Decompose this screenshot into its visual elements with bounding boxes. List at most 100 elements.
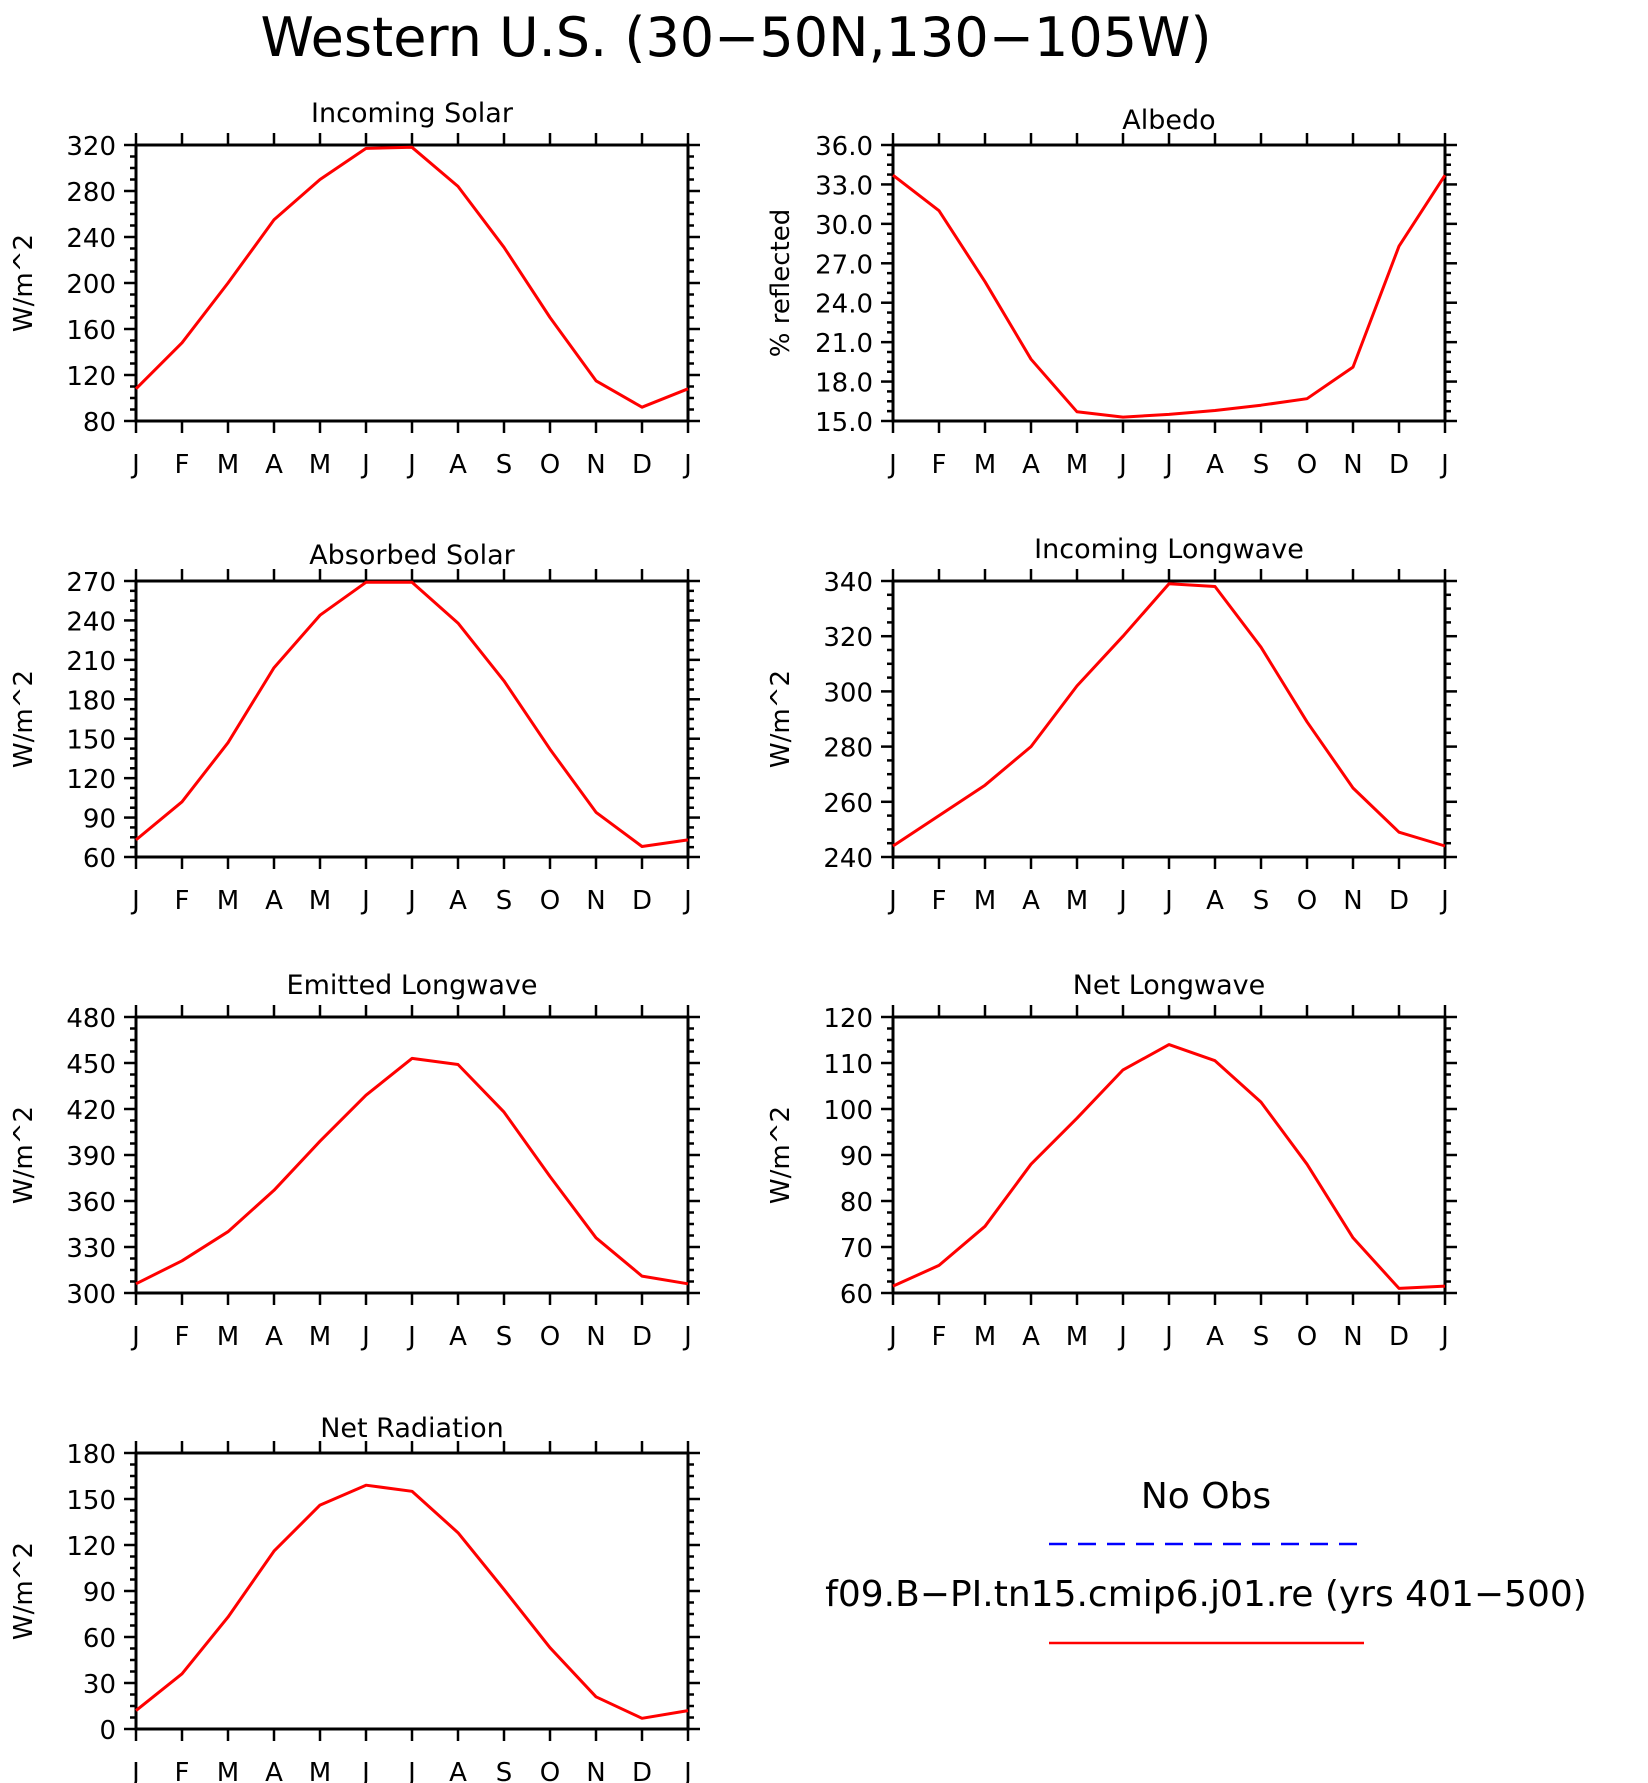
x-tick-label: J (887, 886, 897, 916)
x-tick-label: M (974, 1322, 996, 1352)
plot-frame (134, 143, 690, 423)
y-tick-label: 260 (823, 789, 873, 819)
x-tick-label: A (449, 1322, 467, 1352)
y-tick-label: 70 (840, 1234, 873, 1264)
x-tick-label: J (360, 450, 370, 480)
y-tick-label: 300 (823, 678, 873, 708)
y-tick-label: 280 (66, 178, 116, 208)
x-tick-label: J (682, 886, 692, 916)
x-tick-label: S (496, 1322, 513, 1352)
y-tick-label: 60 (83, 844, 116, 874)
x-tick-label: A (265, 886, 283, 916)
y-tick-label: 60 (840, 1280, 873, 1310)
x-tick-label: A (1022, 450, 1040, 480)
x-tick-label: J (360, 1322, 370, 1352)
x-tick-label: M (217, 886, 239, 916)
x-tick-label: J (1163, 450, 1173, 480)
y-tick-label: 120 (823, 1004, 873, 1034)
y-axis-label: W/m^2 (766, 670, 796, 768)
plot-frame (134, 1451, 690, 1731)
panel-title: Net Longwave (1073, 970, 1266, 1001)
x-tick-label: S (496, 450, 513, 480)
x-tick-label: J (130, 1322, 140, 1352)
legend: No Obs f09.B−PI.tn15.cmip6.j01.re (yrs 4… (825, 1476, 1587, 1645)
x-tick-label: O (1297, 450, 1317, 480)
x-tick-label: O (540, 1322, 560, 1352)
y-tick-label: 36.0 (815, 132, 873, 162)
y-tick-label: 150 (66, 1486, 116, 1516)
y-tick-label: 280 (823, 734, 873, 764)
x-tick-label: M (974, 450, 996, 480)
x-tick-label: M (1066, 886, 1088, 916)
x-tick-label: A (449, 886, 467, 916)
x-tick-label: D (1389, 450, 1409, 480)
x-tick-label: N (586, 450, 605, 480)
x-tick-label: F (175, 450, 190, 480)
x-tick-label: M (1066, 1322, 1088, 1352)
x-tick-label: J (360, 886, 370, 916)
x-tick-label: O (540, 1758, 560, 1783)
legend-obs-label: No Obs (1141, 1476, 1271, 1517)
series-line (134, 145, 689, 409)
x-tick-label: J (1117, 450, 1127, 480)
y-tick-label: 24.0 (815, 290, 873, 320)
panel-title: Incoming Solar (311, 98, 514, 129)
y-tick-label: 90 (840, 1142, 873, 1172)
y-tick-label: 80 (83, 408, 116, 438)
x-tick-label: M (217, 1322, 239, 1352)
x-tick-label: A (1022, 1322, 1040, 1352)
x-tick-label: F (175, 886, 190, 916)
x-tick-label: D (632, 1322, 652, 1352)
panel-title: Albedo (1122, 105, 1215, 136)
x-tick-label: J (1439, 1322, 1449, 1352)
y-tick-label: 180 (66, 1440, 116, 1470)
y-axis-label: W/m^2 (766, 1106, 796, 1204)
y-tick-label: 0 (99, 1716, 116, 1746)
x-tick-label: A (449, 450, 467, 480)
x-tick-label: O (1297, 1322, 1317, 1352)
x-tick-label: D (632, 1758, 652, 1783)
y-tick-label: 330 (66, 1234, 116, 1264)
y-axis-label: W/m^2 (9, 1542, 39, 1640)
plot-frame (134, 579, 690, 859)
x-tick-label: J (406, 1758, 416, 1783)
x-tick-label: J (406, 450, 416, 480)
y-tick-label: 120 (66, 1532, 116, 1562)
x-tick-label: S (1253, 450, 1270, 480)
y-tick-label: 240 (66, 607, 116, 637)
x-tick-label: M (217, 450, 239, 480)
x-tick-label: S (1253, 1322, 1270, 1352)
y-tick-label: 90 (83, 1578, 116, 1608)
y-tick-label: 320 (66, 132, 116, 162)
x-tick-label: N (586, 1322, 605, 1352)
x-tick-label: A (265, 1322, 283, 1352)
x-tick-label: J (130, 450, 140, 480)
series-line (135, 1056, 689, 1286)
series-line (135, 580, 689, 848)
x-tick-label: J (682, 1322, 692, 1352)
x-tick-label: S (1253, 886, 1270, 916)
y-axis-label: W/m^2 (9, 234, 39, 332)
x-tick-label: N (586, 886, 605, 916)
y-tick-label: 27.0 (815, 250, 873, 280)
x-tick-label: J (682, 1758, 692, 1783)
x-tick-label: D (632, 886, 652, 916)
x-tick-label: F (932, 886, 947, 916)
x-tick-label: J (360, 1758, 370, 1783)
y-tick-label: 450 (66, 1050, 116, 1080)
y-axis-label: W/m^2 (9, 670, 39, 768)
panel-title: Emitted Longwave (287, 970, 538, 1001)
y-tick-label: 30.0 (815, 211, 873, 241)
y-tick-label: 390 (66, 1142, 116, 1172)
x-tick-label: M (309, 450, 331, 480)
plot-frame (891, 1015, 1447, 1295)
x-tick-label: N (586, 1758, 605, 1783)
y-tick-label: 90 (83, 805, 116, 835)
